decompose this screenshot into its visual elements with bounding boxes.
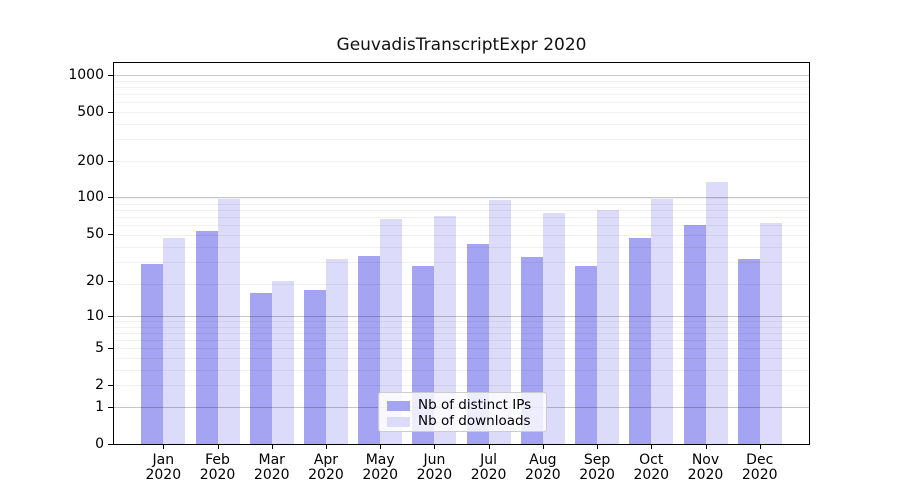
y-tick-label: 2 [95,377,104,394]
y-tick-mark [108,160,113,162]
bar-downloads-oct [651,198,674,444]
minor-gridline [114,86,809,88]
x-tick-mark [380,445,382,449]
y-tick-label: 20 [86,273,104,290]
legend-item-ips: Nb of distinct IPs [387,398,538,413]
x-tick-label: Dec 2020 [741,452,778,483]
bar-ips-nov [683,225,706,444]
y-tick-label: 100 [77,189,104,206]
bar-ips-sep [575,265,598,444]
bar-downloads-apr [325,258,348,444]
y-tick-label: 1000 [68,66,104,83]
x-tick-mark [325,445,327,449]
y-tick-mark [108,197,113,199]
legend-item-downloads: Nb of downloads [387,414,538,429]
x-tick-mark [759,445,761,449]
y-tick-mark [108,74,113,76]
bar-downloads-may [380,218,403,444]
y-tick-label: 1 [95,398,104,415]
x-tick-label: Nov 2020 [687,452,724,483]
x-tick-mark [705,445,707,449]
bar-downloads-nov [705,181,728,444]
x-tick-mark [271,445,273,449]
bar-ips-dec [737,258,760,444]
legend-label-ips: Nb of distinct IPs [418,397,532,413]
bar-downloads-jul [488,200,511,444]
y-tick-label: 200 [77,152,104,169]
y-tick-mark [108,111,113,113]
legend: Nb of distinct IPs Nb of downloads [378,392,547,432]
x-tick-label: Apr 2020 [308,452,344,483]
minor-gridline [114,94,809,96]
y-tick-label: 50 [86,225,104,242]
y-tick-mark [108,315,113,317]
x-tick-mark [163,445,165,449]
x-tick-label: Jun 2020 [416,452,453,483]
y-tick-mark [108,385,113,387]
bar-ips-mar [249,292,272,444]
bar-ips-may [358,255,381,444]
major-gridline [114,74,809,76]
x-tick-label: May 2020 [362,452,398,483]
minor-gridline [114,139,809,141]
bar-ips-feb [195,230,218,444]
bar-ips-oct [629,238,652,444]
bar-downloads-sep [597,209,620,444]
x-tick-label: Mar 2020 [253,452,290,483]
y-tick-label: 500 [77,103,104,120]
plot-area [113,62,810,445]
x-tick-mark [488,445,490,449]
bar-downloads-jun [434,216,457,444]
bar-downloads-jan [163,238,186,444]
y-tick-mark [108,233,113,235]
legend-label-downloads: Nb of downloads [418,413,531,429]
minor-gridline [114,160,809,162]
minor-gridline [114,111,809,113]
legend-swatch-downloads [387,416,410,427]
x-tick-mark [597,445,599,449]
x-tick-label: Aug 2020 [525,452,561,483]
y-tick-mark [108,444,113,445]
y-tick-mark [108,406,113,408]
bar-downloads-aug [542,213,565,444]
minor-gridline [114,123,809,125]
y-tick-label: 10 [86,307,104,324]
minor-gridline [114,102,809,104]
x-tick-mark [651,445,653,449]
x-tick-label: Oct 2020 [633,452,670,483]
y-tick-label: 5 [95,340,104,357]
x-tick-mark [434,445,436,449]
bar-downloads-mar [271,281,294,444]
bar-downloads-dec [759,222,782,444]
x-tick-mark [542,445,544,449]
legend-swatch-ips [387,400,410,411]
chart-title: GeuvadisTranscriptExpr 2020 [336,35,587,55]
x-tick-label: Jul 2020 [470,452,507,483]
y-tick-mark [108,281,113,283]
y-tick-mark [108,348,113,350]
x-tick-label: Feb 2020 [199,452,236,483]
y-tick-label: 0 [95,436,104,452]
minor-gridline [114,80,809,82]
x-tick-label: Jan 2020 [145,452,182,483]
x-tick-mark [217,445,219,449]
bar-downloads-feb [217,198,240,444]
x-tick-label: Sep 2020 [579,452,615,483]
bar-ips-jan [141,264,164,444]
bar-ips-apr [303,289,326,444]
